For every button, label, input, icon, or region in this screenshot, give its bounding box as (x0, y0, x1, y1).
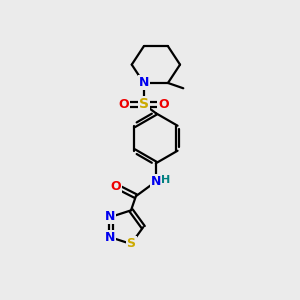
Text: S: S (139, 97, 149, 111)
Text: N: N (139, 76, 149, 89)
Text: O: O (158, 98, 169, 111)
Text: S: S (127, 237, 136, 250)
Text: N: N (105, 210, 115, 223)
Text: O: O (119, 98, 129, 111)
Text: H: H (161, 175, 170, 185)
Text: N: N (151, 175, 161, 188)
Text: O: O (110, 180, 121, 193)
Text: N: N (105, 231, 115, 244)
